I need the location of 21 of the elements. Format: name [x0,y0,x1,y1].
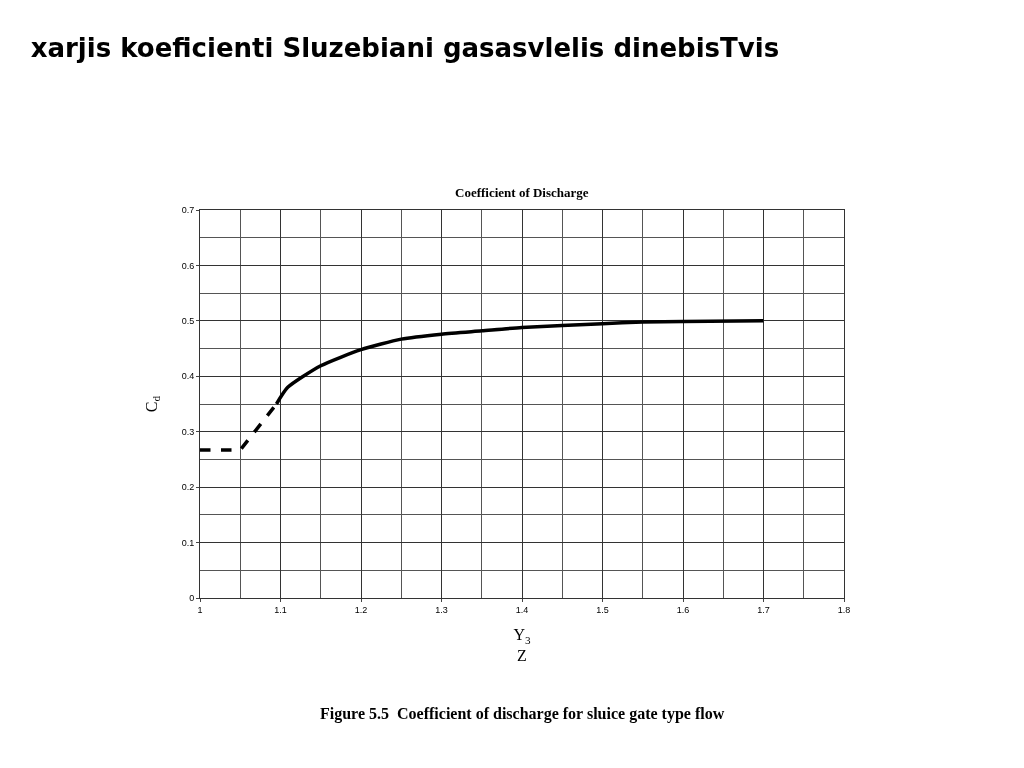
y-tick-label: 0.5 [181,316,195,327]
x-tick-label: 1.8 [837,604,851,615]
x-axis-title: Y$_{3}$ Z [513,626,531,665]
y-tick-label: 0.6 [181,260,195,271]
x-tick-label: 1.7 [757,604,770,615]
x-tick-label: 1.6 [676,604,690,615]
chart-subtitle: Coefficient of Discharge [455,185,589,200]
y-tick-label: 0.2 [181,482,195,493]
x-tick-label: 1 [197,604,203,615]
y-tick-label: 0.1 [181,537,195,548]
x-tick-label: 1.4 [515,604,529,615]
x-tick-label: 1.5 [596,604,609,615]
y-tick-label: 0.3 [181,426,195,437]
y-tick-label: 0.7 [181,205,195,216]
x-tick-label: 1.2 [354,604,368,615]
x-tick-label: 1.1 [274,604,287,615]
chart-title: xarjis koeficienti Sluzebiani gasasvlelis dinebisTvis [30,32,780,63]
caption: Figure 5.5 Coefficient of discharge for sluice gate type flow [320,705,725,723]
y-tick-label: 0.4 [181,371,195,382]
y-tick-label: 0 [189,593,195,604]
x-tick-label: 1.3 [435,604,448,615]
